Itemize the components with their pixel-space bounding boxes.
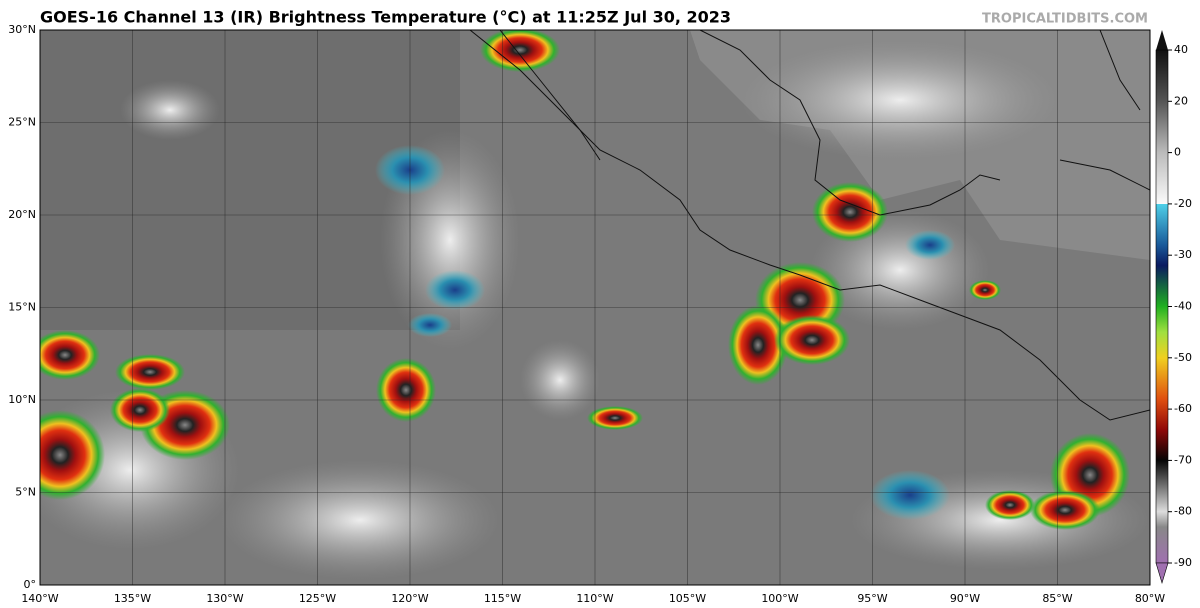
graticule	[40, 30, 1150, 585]
convection	[969, 280, 1001, 300]
latitude-label: 30°N	[8, 23, 36, 36]
convection	[774, 315, 850, 365]
longitude-label: 130°W	[206, 592, 243, 605]
cold-cloud	[425, 270, 485, 310]
longitude-label: 120°W	[391, 592, 428, 605]
longitude-label: 135°W	[114, 592, 151, 605]
cold-cloud	[870, 470, 950, 520]
colorbar-tick-label: 40	[1174, 43, 1188, 56]
latitude-label: 20°N	[8, 208, 36, 221]
colorbar-tick-label: 20	[1174, 94, 1188, 107]
longitude-label: 100°W	[761, 592, 798, 605]
latitude-label: 0°	[24, 578, 37, 591]
longitude-label: 85°W	[1042, 592, 1072, 605]
title: GOES-16 Channel 13 (IR) Brightness Tempe…	[40, 8, 731, 27]
convection	[40, 330, 100, 380]
colorbar-tick-label: 0	[1174, 146, 1181, 159]
convection	[985, 490, 1035, 520]
colorbar-tick-label: -80	[1174, 505, 1192, 518]
colorbar-top-arrow	[1156, 30, 1168, 50]
map-frame	[39, 29, 1151, 586]
longitude-label: 105°W	[669, 592, 706, 605]
convection	[115, 354, 185, 390]
colorbar-tick-label: -30	[1174, 248, 1192, 261]
latitude-label: 15°N	[8, 301, 36, 314]
longitude-label: 115°W	[484, 592, 521, 605]
cloud	[740, 40, 1060, 160]
convection	[40, 410, 105, 500]
colorbar-tick-label: -70	[1174, 453, 1192, 466]
coastline	[699, 30, 1001, 216]
colorbar-tick-label: -40	[1174, 300, 1192, 313]
cloud	[220, 460, 500, 580]
colorbar-tick-label: -90	[1174, 556, 1192, 569]
colorbar-tick-label: -60	[1174, 402, 1192, 415]
cloud	[120, 80, 220, 140]
longitude-label: 140°W	[21, 592, 58, 605]
longitude-label: 90°W	[950, 592, 980, 605]
longitude-label: 110°W	[576, 592, 613, 605]
colorbar-bottom-arrow	[1155, 562, 1169, 585]
coastline	[1099, 30, 1141, 111]
colorbar-tick-label: -20	[1174, 197, 1192, 210]
cold-cloud	[905, 230, 955, 260]
latitude-label: 25°N	[8, 116, 36, 129]
convection	[480, 30, 560, 72]
satellite-image	[40, 30, 1150, 585]
watermark: TROPICALTIDBITS.COM	[982, 12, 1148, 27]
longitude-label: 95°W	[857, 592, 887, 605]
colorbar-tick-label: -50	[1174, 351, 1192, 364]
latitude-label: 5°N	[15, 486, 36, 499]
coastline	[1059, 159, 1150, 191]
convection	[812, 182, 888, 242]
cloud	[520, 340, 600, 420]
cold-cloud	[408, 313, 452, 337]
latitude-label: 10°N	[8, 393, 36, 406]
convection	[728, 305, 788, 385]
convection	[1030, 490, 1100, 530]
coastline	[469, 30, 1150, 421]
convection	[376, 358, 436, 422]
coastline	[499, 30, 601, 161]
longitude-label: 80°W	[1135, 592, 1165, 605]
convection	[110, 388, 170, 432]
convection	[587, 406, 643, 430]
longitude-label: 125°W	[299, 592, 336, 605]
colorbar	[1155, 49, 1169, 564]
